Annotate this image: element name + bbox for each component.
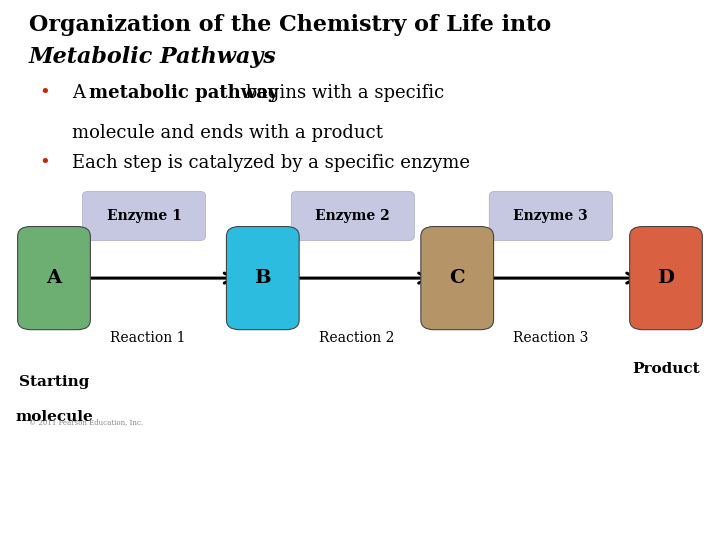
Text: A: A — [46, 269, 62, 287]
Text: Organization of the Chemistry of Life into: Organization of the Chemistry of Life in… — [29, 14, 551, 36]
Text: A: A — [72, 84, 91, 102]
Text: Each step is catalyzed by a specific enzyme: Each step is catalyzed by a specific enz… — [72, 154, 470, 172]
Text: Enzyme 2: Enzyme 2 — [315, 209, 390, 223]
Text: Product: Product — [632, 362, 700, 376]
Text: molecule and ends with a product: molecule and ends with a product — [72, 124, 383, 142]
FancyBboxPatch shape — [291, 192, 414, 241]
Text: Metabolic Pathways: Metabolic Pathways — [29, 46, 276, 68]
Text: D: D — [657, 269, 675, 287]
Text: Starting: Starting — [19, 375, 89, 389]
Text: •: • — [40, 84, 50, 102]
Text: Reaction 3: Reaction 3 — [513, 330, 588, 345]
Text: •: • — [40, 154, 50, 172]
Text: metabolic pathway: metabolic pathway — [89, 84, 278, 102]
FancyBboxPatch shape — [490, 192, 612, 241]
Text: B: B — [254, 269, 271, 287]
Text: Enzyme 1: Enzyme 1 — [107, 209, 181, 223]
Text: Enzyme 3: Enzyme 3 — [513, 209, 588, 223]
FancyBboxPatch shape — [17, 226, 91, 329]
FancyBboxPatch shape — [629, 226, 703, 329]
Text: C: C — [449, 269, 465, 287]
Text: © 2011 Pearson Education, Inc.: © 2011 Pearson Education, Inc. — [29, 418, 143, 427]
FancyBboxPatch shape — [226, 226, 300, 329]
Text: Reaction 1: Reaction 1 — [110, 330, 185, 345]
FancyBboxPatch shape — [83, 192, 206, 241]
FancyBboxPatch shape — [420, 226, 494, 329]
Text: Reaction 2: Reaction 2 — [319, 330, 394, 345]
Text: molecule: molecule — [15, 410, 93, 424]
Text: begins with a specific: begins with a specific — [240, 84, 444, 102]
